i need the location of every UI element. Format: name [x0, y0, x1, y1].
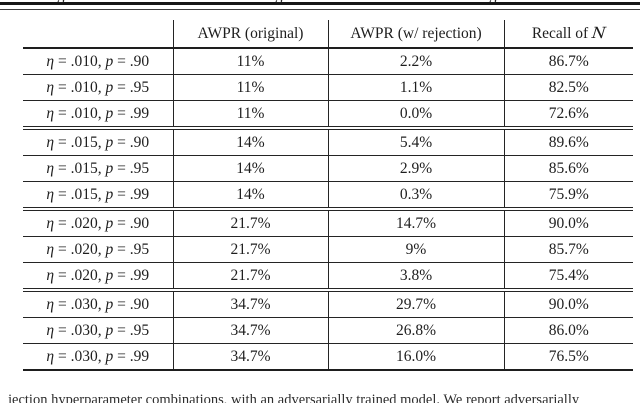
header-awpr-original: AWPR (original) [172, 20, 328, 49]
cell-recall-of-n: 75.4% [503, 262, 633, 292]
cell-awpr-rejection: 1.1% [327, 74, 504, 101]
cell-label: η = .015, p = .99 [23, 181, 173, 211]
table-row: η = .020, p = .99 21.7% 3.8% 75.4% [23, 262, 633, 292]
script-n-symbol: N [591, 24, 607, 42]
cell-awpr-rejection: 26.8% [327, 317, 504, 344]
cell-awpr-original: 21.7% [172, 236, 328, 263]
table-row: η = .030, p = .99 34.7% 16.0% 76.5% [23, 343, 633, 371]
cell-label: η = .010, p = .99 [23, 100, 173, 130]
cell-awpr-rejection: 2.2% [327, 48, 504, 75]
cell-awpr-rejection: 5.4% [327, 128, 504, 156]
cell-awpr-rejection: 9% [327, 236, 504, 263]
header-row: AWPR (original) AWPR (w/ rejection) Reca… [23, 20, 633, 49]
cell-awpr-rejection: 3.8% [327, 262, 504, 292]
cell-recall-of-n: 72.6% [503, 100, 633, 130]
table-row: η = .020, p = .90 21.7% 14.7% 90.0% [23, 209, 633, 237]
table-row: η = .010, p = .95 11% 1.1% 82.5% [23, 74, 633, 101]
cell-recall-of-n: 90.0% [503, 290, 633, 318]
top-rule-thin [0, 8, 640, 10]
cell-recall-of-n: 86.0% [503, 317, 633, 344]
header-awpr-w-rejection: AWPR (w/ rejection) [327, 20, 504, 49]
cell-awpr-rejection: 0.3% [327, 181, 504, 211]
table-row: η = .015, p = .99 14% 0.3% 75.9% [23, 181, 633, 211]
cell-label: η = .030, p = .95 [23, 317, 173, 344]
table-row: η = .030, p = .95 34.7% 26.8% 86.0% [23, 317, 633, 344]
table-row: η = .015, p = .90 14% 5.4% 89.6% [23, 128, 633, 156]
cell-awpr-rejection: 0.0% [327, 100, 504, 130]
cell-label: η = .030, p = .90 [23, 290, 173, 318]
table-row: η = .030, p = .90 34.7% 29.7% 90.0% [23, 290, 633, 318]
cell-recall-of-n: 86.7% [503, 48, 633, 75]
cell-awpr-rejection: 16.0% [327, 343, 504, 371]
cell-awpr-original: 14% [172, 155, 328, 182]
cell-awpr-rejection: 2.9% [327, 155, 504, 182]
cell-recall-of-n: 76.5% [503, 343, 633, 371]
cell-awpr-original: 14% [172, 181, 328, 211]
top-rule-thick [0, 2, 640, 5]
header-empty-cell [23, 20, 173, 49]
cell-awpr-original: 11% [172, 100, 328, 130]
results-table: AWPR (original) AWPR (w/ rejection) Reca… [23, 20, 633, 371]
cell-recall-of-n: 75.9% [503, 181, 633, 211]
cell-label: η = .020, p = .99 [23, 262, 173, 292]
cell-recall-of-n: 82.5% [503, 74, 633, 101]
descender-glyph: g [489, 0, 497, 5]
cell-awpr-original: 11% [172, 74, 328, 101]
cell-awpr-original: 34.7% [172, 343, 328, 371]
cell-awpr-original: 34.7% [172, 317, 328, 344]
cell-awpr-rejection: 14.7% [327, 209, 504, 237]
cell-recall-of-n: 85.7% [503, 236, 633, 263]
cell-awpr-original: 14% [172, 128, 328, 156]
cell-awpr-original: 21.7% [172, 262, 328, 292]
caption-fragment: jection hyperparameter combinations, wit… [8, 392, 580, 403]
cell-label: η = .010, p = .95 [23, 74, 173, 101]
cell-awpr-original: 11% [172, 48, 328, 75]
header-recall-of-n: Recall of N [503, 20, 633, 49]
cell-recall-of-n: 90.0% [503, 209, 633, 237]
cell-label: η = .015, p = .95 [23, 155, 173, 182]
descender-glyph: g [275, 0, 283, 5]
cell-label: η = .015, p = .90 [23, 128, 173, 156]
clipped-text-line-above: g g g [0, 0, 640, 7]
table-row: η = .015, p = .95 14% 2.9% 85.6% [23, 155, 633, 182]
table-row: η = .010, p = .99 11% 0.0% 72.6% [23, 100, 633, 130]
cell-label: η = .030, p = .99 [23, 343, 173, 371]
cell-awpr-original: 34.7% [172, 290, 328, 318]
table-row: η = .010, p = .90 11% 2.2% 86.7% [23, 48, 633, 75]
cell-awpr-original: 21.7% [172, 209, 328, 237]
descender-glyph: g [57, 0, 65, 5]
cell-label: η = .010, p = .90 [23, 48, 173, 75]
table-row: η = .020, p = .95 21.7% 9% 85.7% [23, 236, 633, 263]
cell-recall-of-n: 85.6% [503, 155, 633, 182]
cell-awpr-rejection: 29.7% [327, 290, 504, 318]
cell-label: η = .020, p = .90 [23, 209, 173, 237]
cell-label: η = .020, p = .95 [23, 236, 173, 263]
cell-recall-of-n: 89.6% [503, 128, 633, 156]
